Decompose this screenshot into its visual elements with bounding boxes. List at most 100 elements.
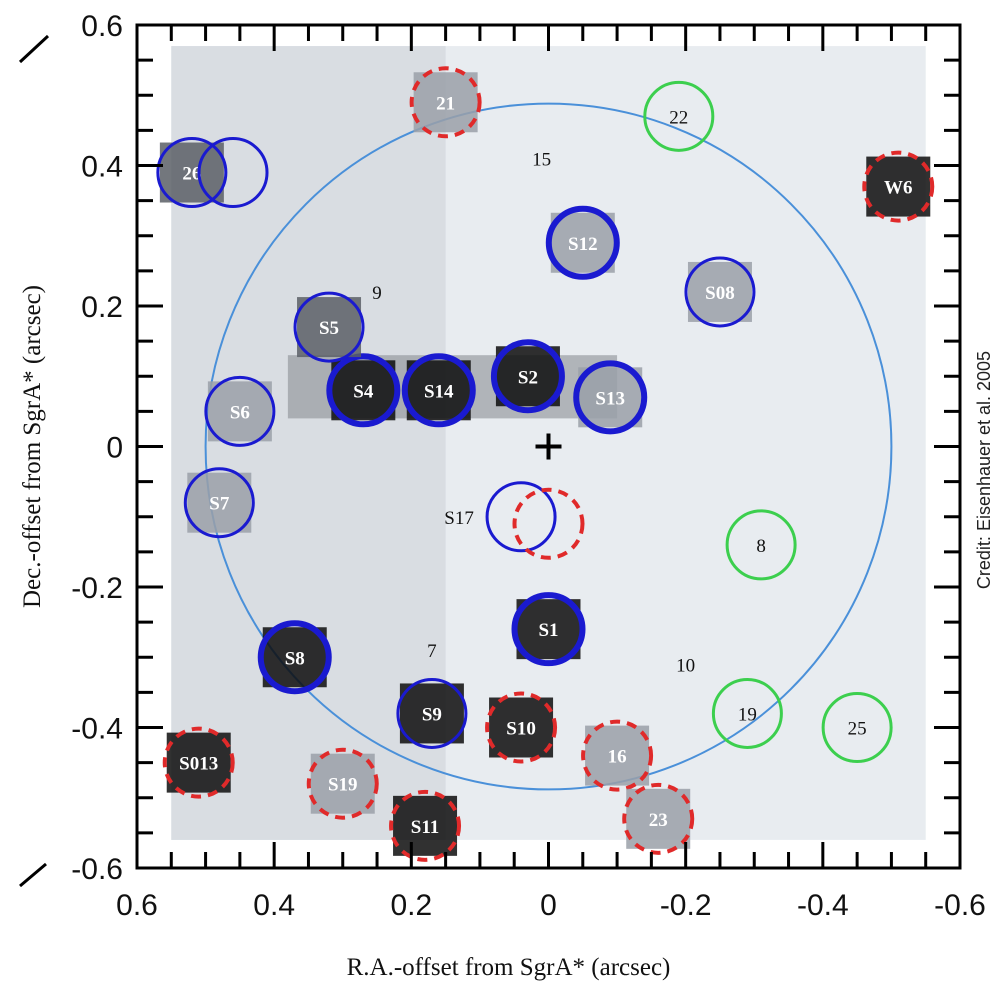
star-label: S4 bbox=[353, 381, 374, 402]
y-tick-label: 0.6 bbox=[81, 10, 123, 43]
star-blob bbox=[207, 381, 272, 442]
x-axis-title: R.A.-offset from SgrA* (arcsec) bbox=[347, 954, 671, 981]
star-circle bbox=[511, 592, 586, 667]
star-circle bbox=[401, 353, 476, 428]
star-label: S14 bbox=[424, 381, 454, 402]
star-blob bbox=[550, 212, 615, 273]
y-tick-label: -0.4 bbox=[71, 713, 123, 746]
y-tick-label: -0.2 bbox=[71, 572, 123, 605]
star-label: S1 bbox=[538, 620, 558, 641]
star-blob bbox=[331, 360, 396, 421]
star-blob bbox=[399, 683, 464, 744]
extra-circle bbox=[512, 487, 585, 560]
star-blob bbox=[866, 156, 931, 217]
star-label: 25 bbox=[848, 719, 867, 740]
star-label: 15 bbox=[532, 149, 551, 170]
corner-mark-top bbox=[18, 34, 50, 64]
star-label: S13 bbox=[595, 388, 625, 409]
star-blob bbox=[578, 367, 643, 428]
star-circle bbox=[485, 481, 557, 553]
star-circle bbox=[396, 677, 468, 749]
star-label: S2 bbox=[518, 367, 538, 388]
star-circle bbox=[156, 137, 228, 209]
star-blob bbox=[393, 795, 458, 856]
star-circle bbox=[821, 692, 893, 763]
star-blob bbox=[585, 725, 650, 786]
star-label: 26 bbox=[182, 164, 201, 185]
star-circle bbox=[684, 256, 756, 328]
star-label: 9 bbox=[372, 283, 382, 304]
star-circle bbox=[490, 339, 565, 414]
star-label: S12 bbox=[568, 234, 598, 255]
x-tick-label: 0.2 bbox=[390, 889, 432, 922]
star-label: S08 bbox=[705, 283, 735, 304]
x-tick-label: -0.2 bbox=[660, 889, 712, 922]
star-blob bbox=[495, 346, 560, 407]
star-label: 22 bbox=[669, 107, 688, 128]
star-blob bbox=[516, 599, 581, 660]
star-blob bbox=[166, 732, 231, 793]
star-label: W6 bbox=[884, 178, 913, 199]
star-circle bbox=[326, 353, 401, 428]
x-tick-label: -0.6 bbox=[934, 889, 986, 922]
axis-ticks bbox=[135, 23, 962, 870]
y-tick-label: 0.2 bbox=[81, 291, 123, 324]
star-blob bbox=[406, 360, 471, 421]
star-blob bbox=[310, 753, 375, 814]
x-tick-label: 0.6 bbox=[116, 889, 158, 922]
star-label: 21 bbox=[436, 93, 455, 114]
reference-circle bbox=[204, 102, 893, 791]
star-label: S11 bbox=[411, 817, 440, 838]
star-label: S013 bbox=[179, 754, 218, 775]
y-tick-label: 0.4 bbox=[81, 151, 123, 184]
star-label: 8 bbox=[756, 536, 766, 557]
star-blob bbox=[187, 472, 252, 533]
star-label: S10 bbox=[506, 719, 536, 740]
star-label: S8 bbox=[285, 648, 305, 669]
star-label: S7 bbox=[209, 494, 230, 515]
credit-text: Credit: Eisenhauer et al. 2005 bbox=[974, 351, 994, 589]
x-tick-label: 0.4 bbox=[253, 889, 295, 922]
star-circle bbox=[306, 747, 379, 820]
star-label: 10 bbox=[676, 655, 695, 676]
star-label: 19 bbox=[738, 704, 757, 725]
x-tick-label: -0.4 bbox=[797, 889, 849, 922]
star-label: S6 bbox=[230, 402, 250, 423]
star-label: 7 bbox=[427, 641, 437, 662]
y-tick-label: -0.6 bbox=[71, 853, 123, 886]
star-circle bbox=[545, 205, 620, 280]
star-circle bbox=[183, 467, 255, 539]
star-circle bbox=[485, 691, 558, 764]
star-label: S17 bbox=[444, 508, 474, 529]
star-circle bbox=[725, 509, 797, 581]
extra-circle bbox=[197, 137, 269, 209]
star-circle bbox=[389, 789, 462, 862]
star-label: S9 bbox=[422, 704, 442, 725]
star-blob bbox=[297, 297, 362, 358]
star-circle bbox=[162, 726, 235, 799]
star-circle bbox=[293, 291, 365, 363]
star-circle bbox=[643, 80, 715, 152]
star-blob bbox=[262, 627, 327, 688]
star-circle bbox=[409, 66, 482, 139]
star-circle bbox=[257, 620, 332, 695]
star-circle bbox=[573, 360, 648, 435]
star-label: 16 bbox=[608, 747, 627, 768]
corner-mark-bottom bbox=[19, 862, 47, 888]
star-label: 23 bbox=[649, 810, 668, 831]
star-label: S19 bbox=[328, 775, 358, 796]
star-circle bbox=[204, 375, 276, 447]
axis-tick-labels: 0.6 0.4 0.2 0 -0.2 -0.4 -0.60.60.40.20-0.2-0.4… bbox=[71, 10, 986, 922]
star-circle bbox=[622, 782, 695, 855]
reference-circle-layer bbox=[204, 102, 893, 791]
star-blob bbox=[626, 788, 691, 849]
y-tick-label: 0 bbox=[106, 432, 123, 465]
star-circle bbox=[581, 719, 654, 792]
star-circle bbox=[711, 677, 783, 749]
x-tick-label: 0 bbox=[540, 889, 557, 922]
star-circle bbox=[862, 150, 935, 223]
star-blob bbox=[413, 72, 478, 133]
y-axis-title: Dec.-offset from SgrA* (arcsec) bbox=[19, 285, 46, 608]
star-label: S5 bbox=[319, 318, 339, 339]
